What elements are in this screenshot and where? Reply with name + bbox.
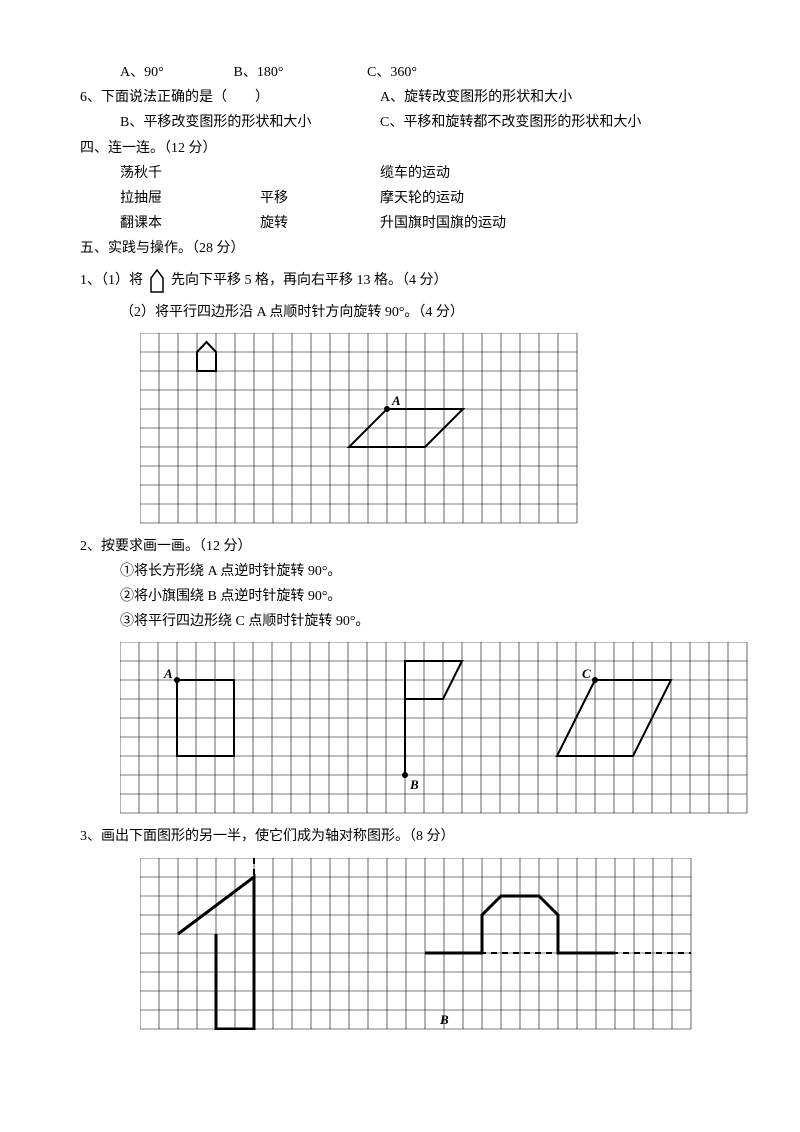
p2-l3: ③将平行四边形绕 C 点顺时针旋转 90°。 — [80, 609, 720, 634]
p3-title: 3、画出下面图形的另一半，使它们成为轴对称图形。（8 分） — [80, 824, 720, 849]
s4-m0 — [260, 161, 380, 186]
q6-opt-c: C、平移和旋转都不改变图形的形状和大小 — [380, 110, 641, 135]
q6-opt-b: B、平移改变图形的形状和大小 — [120, 110, 380, 135]
p2-l1: ①将长方形绕 A 点逆时针旋转 90°。 — [80, 559, 720, 584]
q5-options: A、90° B、180° C、360° — [80, 60, 720, 85]
q5-opt-a: A、90° — [120, 60, 230, 85]
p1-prefix: 1、（1）将 — [80, 268, 143, 293]
s4-l2: 翻课本 — [120, 211, 260, 236]
s4-r1: 摩天轮的运动 — [380, 186, 464, 211]
svg-text:A: A — [391, 393, 401, 408]
section4-title: 四、连一连。（12 分） — [80, 136, 720, 161]
p2-grid: A B C — [120, 642, 720, 814]
p2-l2: ②将小旗围绕 B 点逆时针旋转 90°。 — [80, 584, 720, 609]
grid3-svg: B — [140, 858, 692, 1030]
p1-sub2: （2）将平行四边形沿 A 点顺时针方向旋转 90°。（4 分） — [80, 300, 720, 325]
q6: 6、下面说法正确的是（ ） A、旋转改变图形的形状和大小 B、平移改变图形的形状… — [80, 85, 720, 135]
p1-suffix: 先向下平移 5 格，再向右平移 13 格。（4 分） — [171, 268, 448, 293]
grid1-svg: A — [140, 333, 578, 524]
s4-r0: 缆车的运动 — [380, 161, 450, 186]
p2-title: 2、按要求画一画。（12 分） — [80, 534, 720, 559]
svg-text:C: C — [582, 666, 591, 681]
p1-line1: 1、（1）将 先向下平移 5 格，再向右平移 13 格。（4 分） — [80, 268, 720, 294]
s4-m1: 平移 — [260, 186, 380, 211]
q6-opt-a: A、旋转改变图形的形状和大小 — [380, 85, 572, 110]
s4-l0: 荡秋千 — [120, 161, 260, 186]
section5-title: 五、实践与操作。（28 分） — [80, 236, 720, 261]
p1-grid: A — [140, 333, 720, 524]
s4-r2: 升国旗时国旗的运动 — [380, 211, 506, 236]
grid2-svg: A B C — [120, 642, 748, 814]
section4-body: 荡秋千 缆车的运动 拉抽屉 平移 摩天轮的运动 翻课本 旋转 升国旗时国旗的运动 — [80, 161, 720, 237]
house-icon — [147, 268, 167, 294]
svg-text:B: B — [409, 777, 419, 792]
q5-opt-b: B、180° — [234, 60, 364, 85]
q6-stem: 6、下面说法正确的是（ ） — [80, 85, 380, 110]
svg-text:A: A — [163, 666, 173, 681]
s4-m2: 旋转 — [260, 211, 380, 236]
svg-text:B: B — [439, 1012, 449, 1027]
s4-l1: 拉抽屉 — [120, 186, 260, 211]
q5-opt-c: C、360° — [367, 60, 417, 85]
p3-grid: B — [140, 858, 720, 1030]
